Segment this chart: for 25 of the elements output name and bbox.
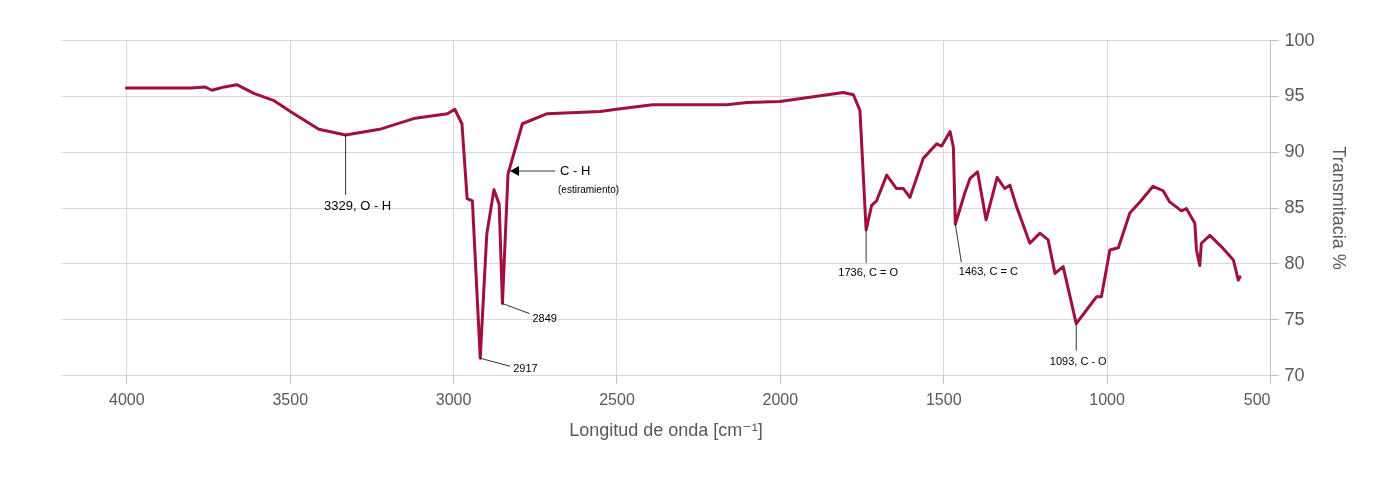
x-tick-label: 2000 bbox=[762, 390, 799, 408]
annotation: (estiramiento) bbox=[558, 184, 620, 195]
y-axis-title: Transmitacia % bbox=[1328, 146, 1349, 270]
y-tick-label: 90 bbox=[1284, 141, 1305, 162]
y-tick-label: 80 bbox=[1284, 252, 1305, 273]
annotation: 3329, O - H bbox=[324, 197, 392, 213]
x-tick-label: 3500 bbox=[272, 390, 309, 408]
y-tick-label: 100 bbox=[1284, 29, 1315, 50]
x-tick-label: 4000 bbox=[109, 390, 145, 408]
x-tick-label: 2500 bbox=[599, 390, 635, 408]
y-tick-label: 95 bbox=[1284, 85, 1305, 106]
x-tick-label: 1000 bbox=[1089, 390, 1126, 408]
annotation: 2849 bbox=[532, 311, 557, 324]
y-tick-label: 75 bbox=[1284, 308, 1305, 329]
annotation: 2917 bbox=[513, 362, 538, 375]
x-tick-label: 500 bbox=[1243, 390, 1271, 408]
x-tick-label: 1500 bbox=[925, 390, 962, 408]
annotation: 1736, C = O bbox=[838, 265, 899, 278]
annotation: 1463, C = C bbox=[958, 265, 1018, 278]
y-tick-label: 85 bbox=[1284, 197, 1305, 217]
x-tick-label: 3000 bbox=[435, 390, 472, 408]
annotation: C - H bbox=[560, 163, 591, 178]
x-axis-title: Longitud de onda [cm⁻¹] bbox=[569, 419, 763, 440]
annotation: 1093, C - O bbox=[1049, 354, 1108, 367]
y-tick-label: 70 bbox=[1284, 364, 1305, 385]
